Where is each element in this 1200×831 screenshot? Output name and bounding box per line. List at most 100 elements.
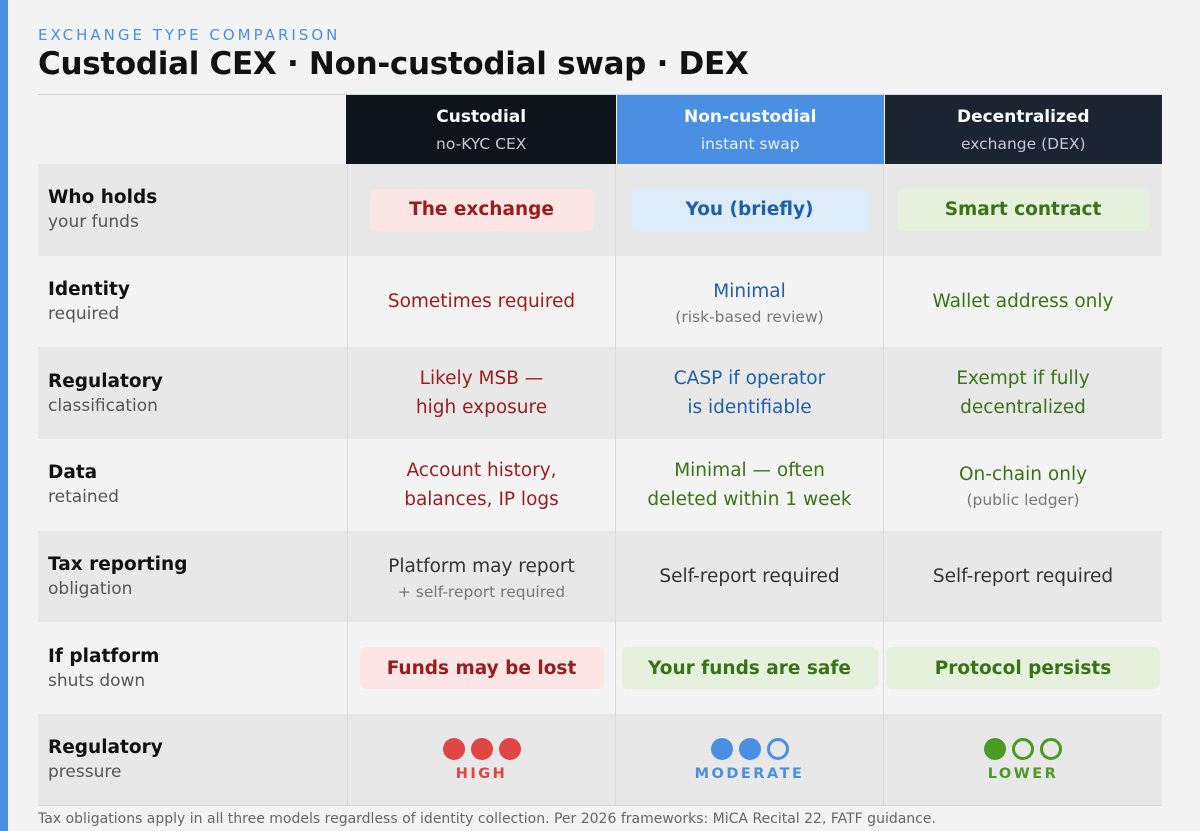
cell-non-custodial: Self-report required — [615, 530, 883, 623]
cell-non-custodial: CASP if operator is identifiable — [615, 347, 883, 440]
row-label-sub: retained — [48, 487, 119, 508]
cell-non-custodial: Your funds are safe — [615, 622, 883, 715]
row-regulatory-classification: Regulatory classification Likely MSB — h… — [38, 347, 1162, 440]
column-subtitle: no-KYC CEX — [436, 134, 527, 153]
row-label-main: If platform — [48, 645, 160, 667]
cell-note: + self-report required — [397, 583, 566, 602]
cell-custodial: Funds may be lost — [347, 622, 615, 715]
cell-text-line: decentralized — [960, 397, 1086, 419]
filled-dot-icon — [984, 737, 1006, 760]
row-label-sub: obligation — [48, 579, 133, 600]
page-title: Custodial CEX · Non-custodial swap · DEX — [38, 46, 749, 82]
row-label: Data retained — [38, 439, 347, 531]
row-label: Who holds your funds — [38, 164, 347, 256]
comparison-table: Custodial no-KYC CEX Non-custodial insta… — [38, 95, 1162, 806]
pressure-level: HIGH — [455, 765, 508, 782]
column-header-decentralized: Decentralized exchange (DEX) — [884, 95, 1162, 164]
cell-text: Sometimes required — [387, 291, 576, 313]
column-title: Custodial — [436, 106, 527, 127]
row-label: Regulatory classification — [38, 347, 347, 439]
cell-text: Self-report required — [932, 566, 1114, 588]
pressure-level: LOWER — [987, 765, 1059, 782]
cell-text-line: Account history, — [406, 459, 557, 481]
cell-decentralized: Self-report required — [883, 530, 1162, 623]
cell-decentralized: LOWER — [883, 714, 1162, 806]
cell-text: Self-report required — [659, 566, 840, 588]
outcome-pill: Protocol persists — [886, 647, 1160, 690]
row-label: If platform shuts down — [38, 622, 347, 714]
pressure-dots — [984, 737, 1062, 760]
row-label-sub: shuts down — [48, 670, 146, 691]
holder-pill: Smart contract — [897, 188, 1149, 231]
cell-text-line: CASP if operator — [673, 368, 826, 390]
filled-dot-icon — [498, 737, 521, 760]
cell-non-custodial: Minimal — often deleted within 1 week — [615, 439, 883, 531]
cell-custodial: Sometimes required — [347, 255, 615, 348]
title-divider — [38, 94, 1162, 95]
footnote: Tax obligations apply in all three model… — [38, 811, 936, 827]
cell-text-line: balances, IP logs — [404, 488, 559, 510]
row-label-main: Regulatory — [48, 370, 163, 392]
cell-text-line: high exposure — [415, 397, 548, 419]
cell-decentralized: On-chain only (public ledger) — [883, 439, 1162, 531]
pressure-dots — [710, 737, 789, 760]
column-title: Decentralized — [956, 106, 1090, 127]
cell-custodial: The exchange — [347, 164, 615, 256]
cell-text-line: Likely MSB — — [419, 368, 544, 390]
accent-bar — [0, 0, 8, 831]
column-header-custodial: Custodial no-KYC CEX — [346, 95, 617, 164]
filled-dot-icon — [738, 737, 761, 760]
cell-text: Platform may report — [388, 556, 575, 578]
row-label: Regulatory pressure — [38, 714, 347, 806]
row-who-holds: Who holds your funds The exchange You (b… — [38, 164, 1162, 256]
row-label-sub: required — [48, 304, 120, 325]
cell-non-custodial: You (briefly) — [615, 164, 883, 256]
cell-decentralized: Smart contract — [883, 164, 1162, 256]
cell-non-custodial: Minimal (risk-based review) — [615, 255, 883, 348]
row-platform-shutdown: If platform shuts down Funds may be lost… — [38, 622, 1162, 715]
column-title: Non-custodial — [684, 106, 817, 127]
column-subtitle: instant swap — [700, 134, 800, 153]
pressure-level: MODERATE — [694, 765, 805, 782]
row-label-main: Data — [48, 462, 98, 484]
cell-text-line: Minimal — often — [674, 459, 825, 481]
cell-text-line: deleted within 1 week — [647, 488, 852, 510]
cell-text-line: Exempt if fully — [956, 368, 1090, 390]
row-label-main: Regulatory — [48, 737, 163, 759]
page-kicker: EXCHANGE TYPE COMPARISON — [38, 26, 341, 44]
outcome-pill: Funds may be lost — [359, 647, 604, 690]
row-label: Tax reporting obligation — [38, 531, 347, 623]
row-label-main: Who holds — [48, 187, 158, 209]
outcome-pill: Your funds are safe — [621, 647, 878, 690]
row-tax-reporting: Tax reporting obligation Platform may re… — [38, 530, 1162, 623]
row-identity: Identity required Sometimes required Min… — [38, 255, 1162, 348]
pressure-dots — [442, 737, 521, 760]
filled-dot-icon — [442, 737, 465, 760]
empty-dot-icon — [766, 737, 789, 760]
row-label-main: Identity — [48, 279, 130, 301]
empty-dot-icon — [1040, 737, 1062, 760]
cell-custodial: Likely MSB — high exposure — [347, 347, 615, 440]
cell-text: Minimal — [713, 281, 786, 303]
filled-dot-icon — [470, 737, 493, 760]
holder-pill: The exchange — [369, 188, 594, 231]
holder-pill: You (briefly) — [630, 188, 869, 231]
footer-divider — [38, 805, 1162, 806]
cell-decentralized: Wallet address only — [883, 255, 1162, 348]
cell-decentralized: Exempt if fully decentralized — [883, 347, 1162, 440]
cell-custodial: Platform may report + self-report requir… — [347, 530, 615, 623]
cell-text: On-chain only — [958, 464, 1088, 486]
filled-dot-icon — [710, 737, 733, 760]
cell-note: (risk-based review) — [675, 308, 824, 327]
cell-note: (public ledger) — [966, 491, 1080, 510]
row-data-retained: Data retained Account history, balances,… — [38, 439, 1162, 531]
column-subtitle: exchange (DEX) — [960, 134, 1086, 153]
row-label-sub: pressure — [48, 762, 122, 783]
row-regulatory-pressure: Regulatory pressure HIGH MODERATE LOWER — [38, 714, 1162, 806]
row-label-sub: classification — [48, 395, 158, 416]
row-label: Identity required — [38, 256, 347, 348]
column-header-non-custodial: Non-custodial instant swap — [616, 95, 885, 164]
cell-text: Wallet address only — [932, 291, 1114, 313]
header-corner — [38, 95, 346, 164]
row-label-sub: your funds — [48, 212, 139, 233]
